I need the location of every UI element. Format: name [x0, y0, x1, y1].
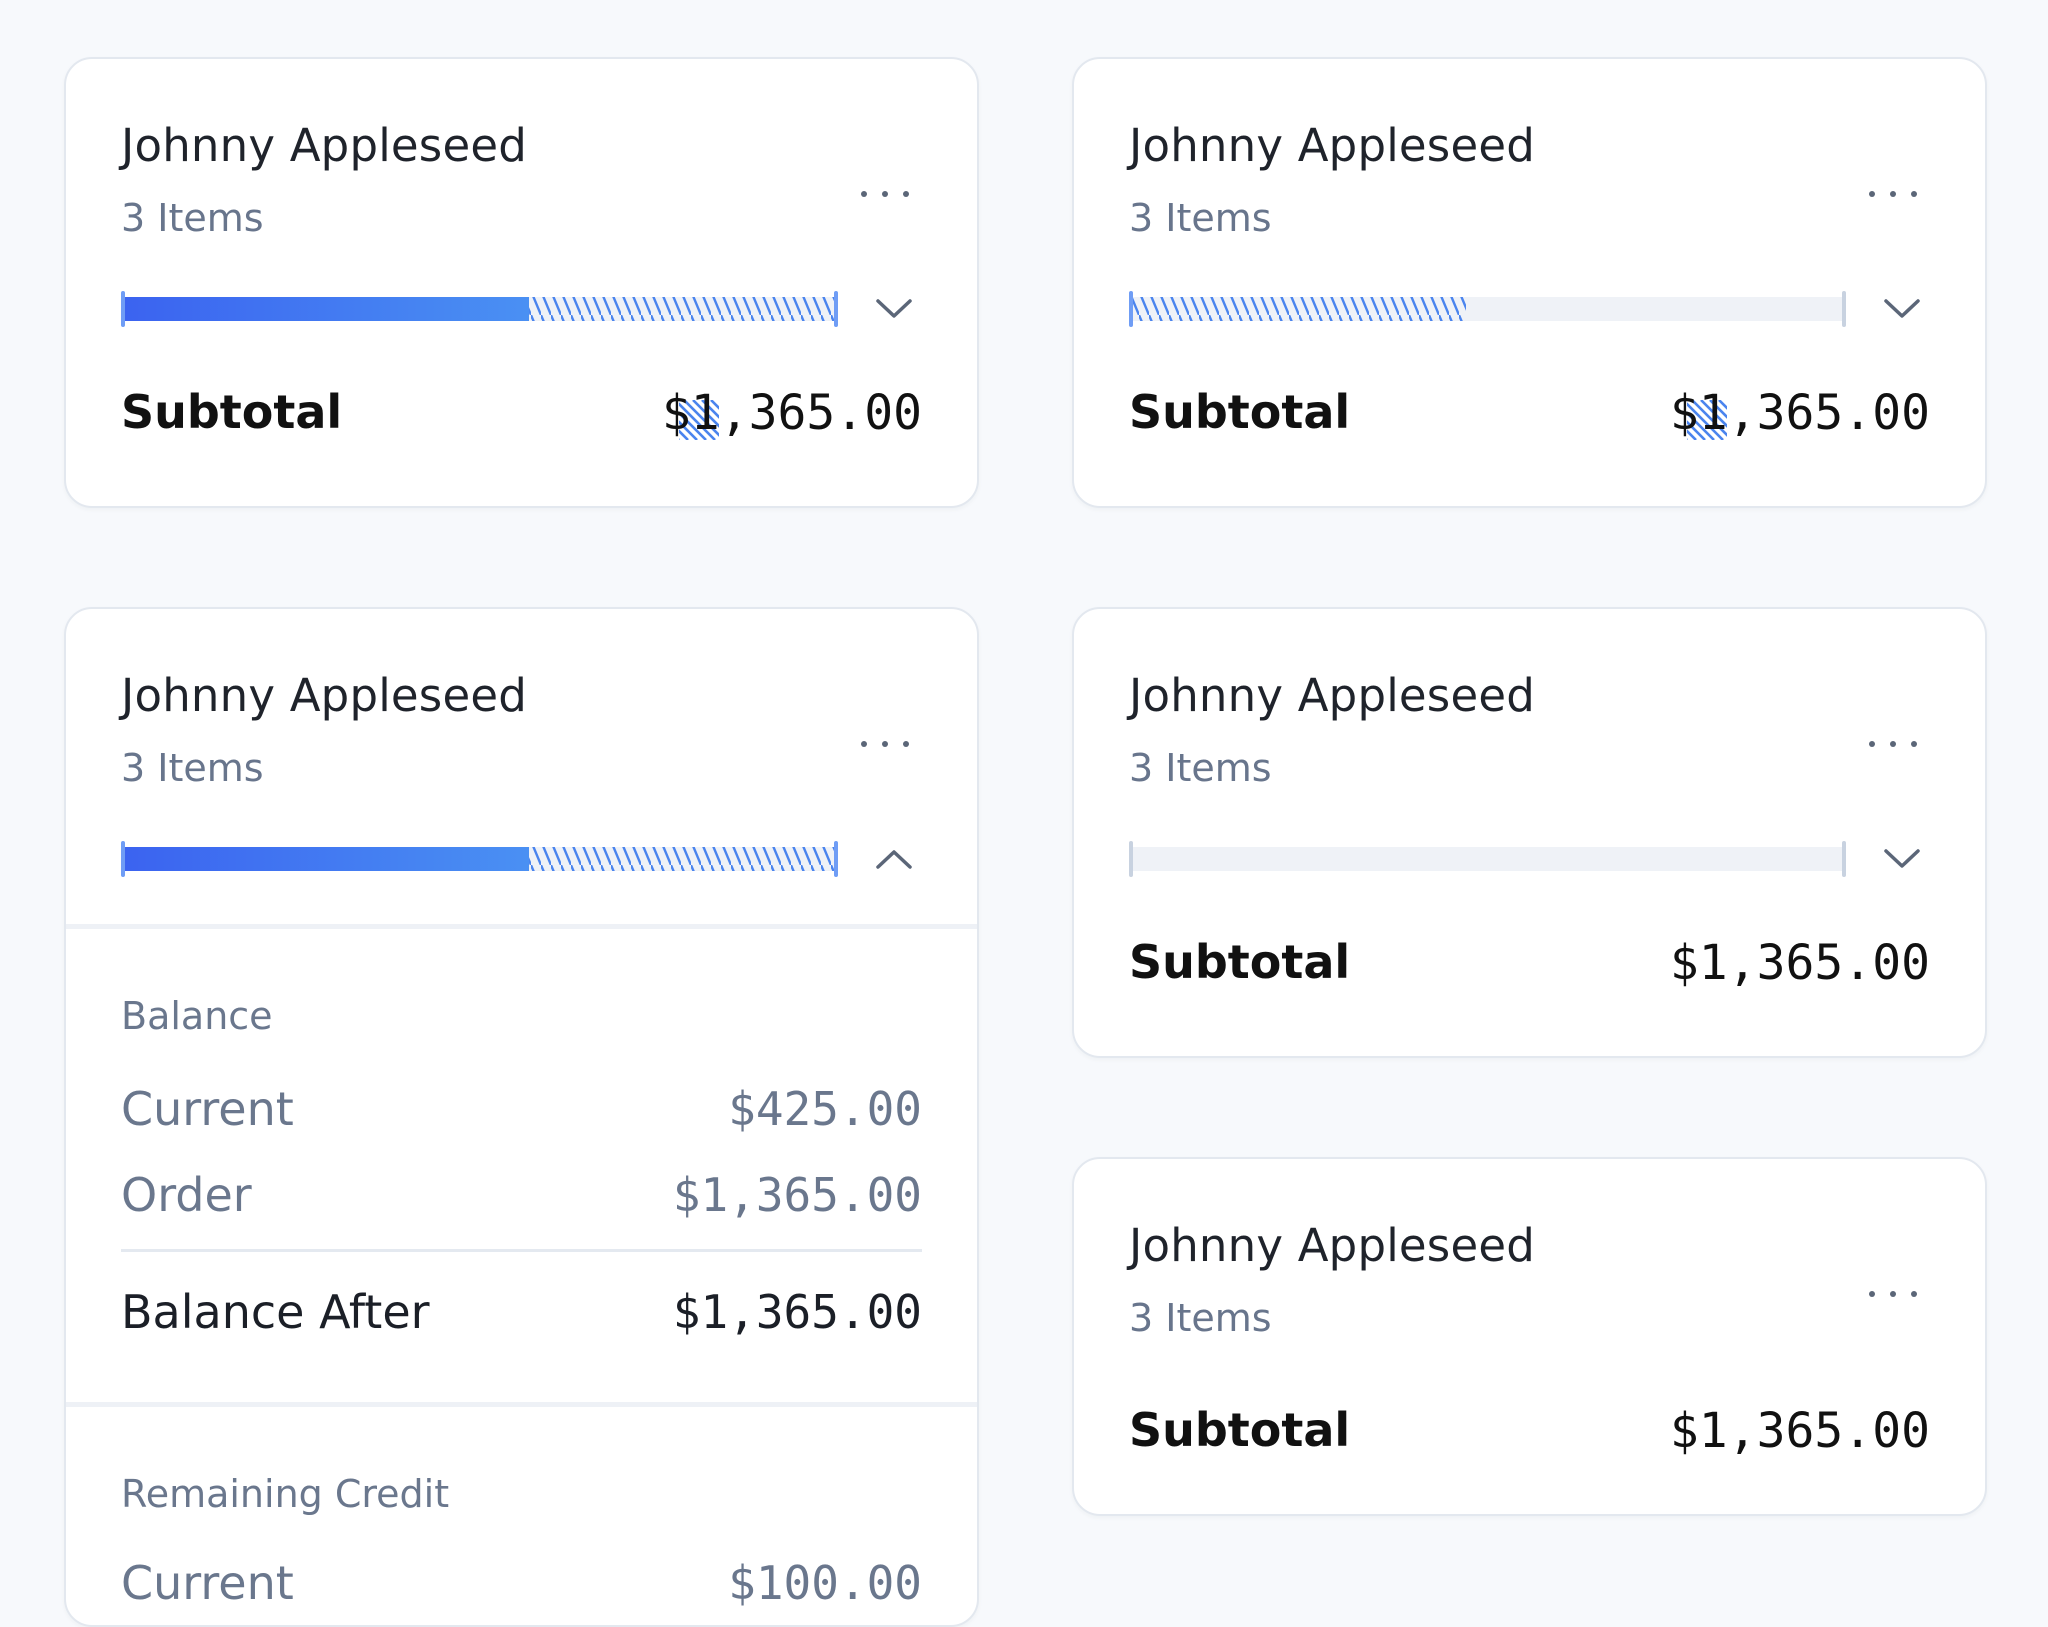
- balance-after-value: $1,365.00: [672, 1285, 922, 1339]
- progress-end-cap: [834, 291, 838, 327]
- progress-track: [1132, 847, 1843, 871]
- progress-pending-fill: [1132, 297, 1466, 321]
- subtotal-value: $1,365.00: [1669, 935, 1930, 991]
- payment-progress-bar: [1129, 291, 1846, 327]
- payment-progress-bar: [121, 291, 838, 327]
- progress-start-cap: [1129, 841, 1133, 877]
- subtotal-value: $1,365.00: [661, 385, 922, 441]
- subtotal-value: $1,365.00: [1669, 385, 1930, 441]
- more-options-icon[interactable]: [861, 184, 909, 204]
- balance-order-label: Order: [121, 1168, 252, 1222]
- subtotal-label: Subtotal: [1129, 385, 1351, 439]
- customer-name: Johnny Appleseed: [1129, 119, 1535, 172]
- payment-progress-bar: [1129, 841, 1846, 877]
- item-count: 3 Items: [121, 196, 264, 240]
- chevron-down-icon[interactable]: [1882, 841, 1922, 877]
- progress-paid-fill: [124, 297, 529, 321]
- balance-rule: [121, 1249, 922, 1252]
- order-card[interactable]: Johnny Appleseed 3 Items Subtotal $1,365…: [64, 57, 979, 508]
- progress-end-cap: [1842, 841, 1846, 877]
- chevron-up-icon[interactable]: [874, 841, 914, 877]
- credit-current-value: $100.00: [728, 1556, 922, 1610]
- order-card[interactable]: Johnny Appleseed 3 Items Subtotal $1,365…: [1072, 1157, 1987, 1516]
- progress-start-cap: [121, 291, 125, 327]
- balance-after-label: Balance After: [121, 1285, 430, 1339]
- balance-current-value: $425.00: [728, 1082, 922, 1136]
- item-count: 3 Items: [1129, 1296, 1272, 1340]
- remaining-credit-title: Remaining Credit: [121, 1472, 450, 1516]
- balance-current-label: Current: [121, 1082, 294, 1136]
- progress-pending-fill: [529, 847, 835, 871]
- progress-paid-fill: [124, 847, 529, 871]
- more-options-icon[interactable]: [861, 734, 909, 754]
- chevron-down-icon[interactable]: [1882, 291, 1922, 327]
- credit-current-label: Current: [121, 1556, 294, 1610]
- item-count: 3 Items: [1129, 196, 1272, 240]
- item-count: 3 Items: [1129, 746, 1272, 790]
- progress-start-cap: [1129, 291, 1133, 327]
- balance-order-value: $1,365.00: [672, 1168, 922, 1222]
- subtotal-value: $1,365.00: [1669, 1403, 1930, 1459]
- customer-name: Johnny Appleseed: [121, 119, 527, 172]
- hatch-pattern-icon: [1687, 400, 1727, 440]
- subtotal-label: Subtotal: [1129, 1403, 1351, 1457]
- section-divider: [66, 924, 977, 929]
- more-options-icon[interactable]: [1869, 1284, 1917, 1304]
- section-divider: [66, 1402, 977, 1407]
- progress-pending-fill: [529, 297, 835, 321]
- customer-name: Johnny Appleseed: [1129, 1219, 1535, 1272]
- order-card-expanded[interactable]: Johnny Appleseed 3 Items Balance Current…: [64, 607, 979, 1627]
- payment-progress-bar: [121, 841, 838, 877]
- customer-name: Johnny Appleseed: [1129, 669, 1535, 722]
- item-count: 3 Items: [121, 746, 264, 790]
- order-card[interactable]: Johnny Appleseed 3 Items Subtotal $1,365…: [1072, 607, 1987, 1058]
- customer-name: Johnny Appleseed: [121, 669, 527, 722]
- balance-title: Balance: [121, 994, 273, 1038]
- chevron-down-icon[interactable]: [874, 291, 914, 327]
- order-card[interactable]: Johnny Appleseed 3 Items Subtotal $1,365…: [1072, 57, 1987, 508]
- subtotal-label: Subtotal: [1129, 935, 1351, 989]
- progress-end-cap: [834, 841, 838, 877]
- subtotal-label: Subtotal: [121, 385, 343, 439]
- more-options-icon[interactable]: [1869, 734, 1917, 754]
- progress-start-cap: [121, 841, 125, 877]
- more-options-icon[interactable]: [1869, 184, 1917, 204]
- progress-end-cap: [1842, 291, 1846, 327]
- hatch-pattern-icon: [679, 400, 719, 440]
